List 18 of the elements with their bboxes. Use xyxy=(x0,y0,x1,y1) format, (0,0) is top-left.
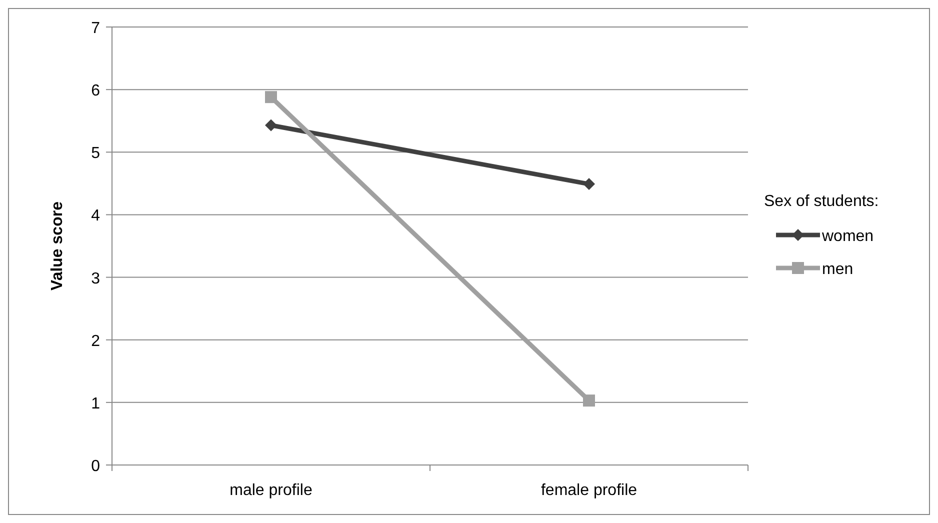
point xyxy=(265,91,277,104)
point xyxy=(265,119,277,132)
point xyxy=(583,178,595,190)
point xyxy=(583,394,595,407)
y-tick-label: 5 xyxy=(91,145,100,162)
legend-label: men xyxy=(822,261,854,278)
legend-title: Sex of students: xyxy=(764,193,879,210)
legend-label: women xyxy=(821,228,874,245)
y-tick-label: 3 xyxy=(91,270,100,288)
y-tick-label: 6 xyxy=(91,82,100,100)
x-tick-label: male profile xyxy=(230,482,312,499)
y-tick-label: 2 xyxy=(91,332,100,350)
x-tick-label: female profile xyxy=(540,482,638,499)
y-tick-label: 7 xyxy=(91,20,100,37)
y-axis-title: Value score xyxy=(49,201,66,290)
y-tick-label: 1 xyxy=(91,395,100,412)
y-tick-label: 0 xyxy=(91,458,100,475)
y-tick-label: 4 xyxy=(91,208,100,225)
